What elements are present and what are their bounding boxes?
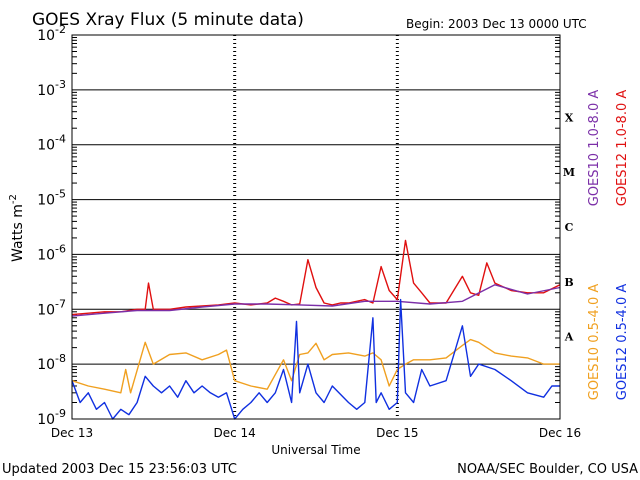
legend-entry: GOES10 1.0-8.0 A	[587, 90, 602, 207]
flare-class-M: M	[563, 166, 575, 179]
y-tick-label: 10-7	[37, 297, 66, 318]
flare-class-B: B	[564, 276, 573, 289]
x-tick-label: Dec 14	[214, 426, 256, 440]
y-tick-label: 10-2	[37, 23, 66, 44]
updated-text: Updated 2003 Dec 15 23:56:03 UTC	[2, 462, 237, 477]
y-axis-label-superscript: -2	[8, 194, 19, 204]
plot-frame	[71, 34, 561, 420]
legend-entry: GOES12 0.5-4.0 A	[615, 284, 630, 401]
y-axis-ticks: 10-9 10-8 10-7 10-6 10-5 10-4 10-3 10-2	[37, 23, 560, 428]
legend-entry: GOES12 1.0-8.0 A	[615, 90, 630, 207]
y-axis-label: Watts m-2	[8, 194, 26, 262]
x-axis-label: Universal Time	[271, 443, 360, 457]
y-tick-label: 10-3	[37, 78, 66, 99]
flare-class-X: X	[565, 111, 574, 124]
y-tick-label: 10-4	[37, 133, 66, 154]
legend: GOES10 1.0-8.0 A GOES12 1.0-8.0 A GOES10 0…	[587, 90, 630, 401]
begin-label: Begin: 2003 Dec 13 0000 UTC	[406, 17, 587, 31]
y-tick-label: 10-6	[37, 242, 66, 263]
series-line-3	[71, 298, 560, 420]
flare-class-labels: X M C B A	[563, 111, 575, 343]
x-tick-label: Dec 15	[376, 426, 418, 440]
series-line-0	[71, 239, 561, 316]
legend-entry: GOES10 0.5-4.0 A	[587, 284, 602, 401]
y-axis-label-text: Watts m	[10, 204, 26, 262]
x-tick-label: Dec 16	[539, 426, 581, 440]
series-layer	[71, 239, 561, 420]
series-line-1	[71, 284, 561, 317]
y-tick-label: 10-5	[37, 188, 66, 209]
y-tick-label: 10-8	[37, 352, 66, 373]
y-tick-label: 10-9	[37, 407, 66, 428]
grid	[72, 89, 560, 365]
x-tick-label: Dec 13	[51, 426, 93, 440]
flare-class-A: A	[564, 331, 574, 344]
x-axis-ticks: Dec 13 Dec 14 Dec 15 Dec 16	[51, 35, 581, 440]
chart-title: GOES Xray Flux (5 minute data)	[32, 10, 304, 30]
flare-class-C: C	[565, 221, 574, 234]
credit-text: NOAA/SEC Boulder, CO USA	[457, 462, 638, 477]
